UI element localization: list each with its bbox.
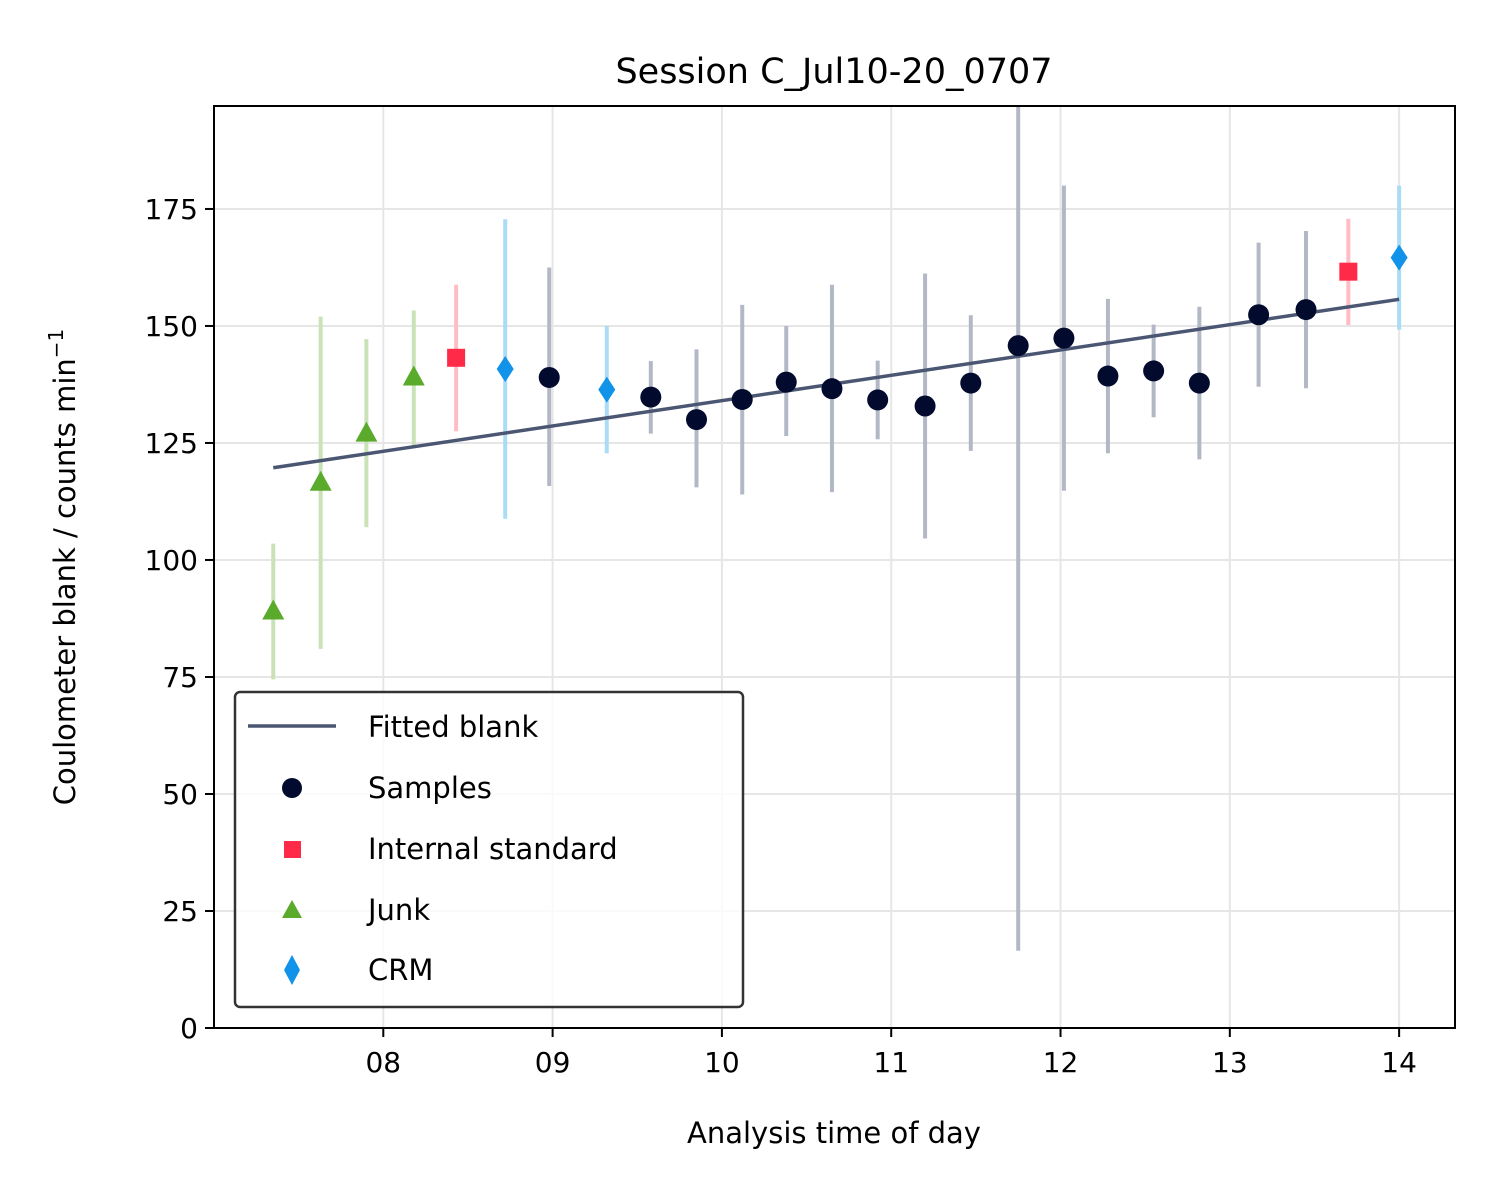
samples-point — [1248, 304, 1270, 326]
legend-label-junk: Junk — [366, 893, 430, 927]
legend-junk-marker — [282, 900, 302, 918]
y-tick-label: 50 — [162, 778, 198, 811]
plot-frame — [213, 105, 1456, 1029]
samples-point — [867, 389, 889, 411]
crm-point — [1390, 244, 1408, 271]
y-tick-label: 150 — [145, 310, 198, 343]
x-axis-title: Analysis time of day — [687, 1116, 981, 1150]
x-tick-label: 14 — [1381, 1046, 1417, 1079]
crm-point — [598, 376, 616, 403]
samples-point — [686, 409, 708, 431]
x-tick-label: 13 — [1212, 1046, 1248, 1079]
legend: Fitted blank Samples Internal standard J… — [233, 690, 745, 1009]
samples-point — [914, 395, 936, 417]
x-tick-label: 11 — [873, 1046, 909, 1079]
samples-point — [1007, 335, 1029, 357]
y-axis-title-main: Coulometer blank / counts min — [48, 358, 82, 805]
legend-label-samples: Samples — [368, 771, 492, 805]
samples-point — [1097, 365, 1119, 387]
samples-point — [821, 378, 843, 400]
chart-title: Session C_Jul10-20_0707 — [615, 52, 1052, 92]
samples-point — [960, 372, 982, 394]
legend-internal-standard-marker — [284, 841, 301, 858]
y-tick-label: 75 — [162, 661, 198, 694]
x-axis-ticks: 08 09 10 11 12 13 14 — [365, 1028, 1417, 1079]
y-axis-title: Coulometer blank / counts min−1 — [44, 329, 82, 806]
x-tick-label: 08 — [365, 1046, 401, 1079]
grid-layer — [214, 106, 1455, 1029]
internal-standard-point — [1339, 262, 1358, 281]
samples-point — [1143, 360, 1165, 382]
junk-point — [355, 421, 378, 442]
y-axis-ticks: 0 25 50 75 100 125 150 175 — [145, 193, 214, 1045]
x-tick-label: 10 — [704, 1046, 740, 1079]
x-tick-label: 12 — [1043, 1046, 1079, 1079]
samples-point — [731, 388, 753, 410]
y-tick-label: 0 — [180, 1012, 198, 1045]
y-tick-label: 125 — [145, 427, 198, 460]
legend-frame — [233, 690, 745, 1009]
y-axis-title-superscript: −1 — [44, 329, 68, 358]
marker-layer — [262, 244, 1408, 620]
legend-label-crm: CRM — [368, 953, 433, 987]
internal-standard-point — [447, 348, 466, 367]
samples-point — [1188, 372, 1210, 394]
samples-point — [538, 366, 560, 388]
crm-point — [496, 356, 514, 383]
x-tick-label: 09 — [535, 1046, 571, 1079]
samples-point — [640, 386, 662, 408]
legend-label-fitted-blank: Fitted blank — [368, 710, 538, 744]
samples-point — [1295, 299, 1317, 321]
samples-point — [1053, 327, 1075, 349]
y-tick-label: 100 — [145, 544, 198, 577]
y-tick-label: 175 — [145, 193, 198, 226]
junk-point — [262, 599, 285, 620]
legend-samples-marker — [282, 778, 302, 798]
samples-point — [775, 371, 797, 393]
junk-point — [309, 470, 332, 491]
legend-label-internal-standard: Internal standard — [368, 832, 618, 866]
junk-point — [402, 365, 425, 386]
y-tick-label: 25 — [162, 895, 198, 928]
legend-crm-marker — [284, 955, 300, 985]
